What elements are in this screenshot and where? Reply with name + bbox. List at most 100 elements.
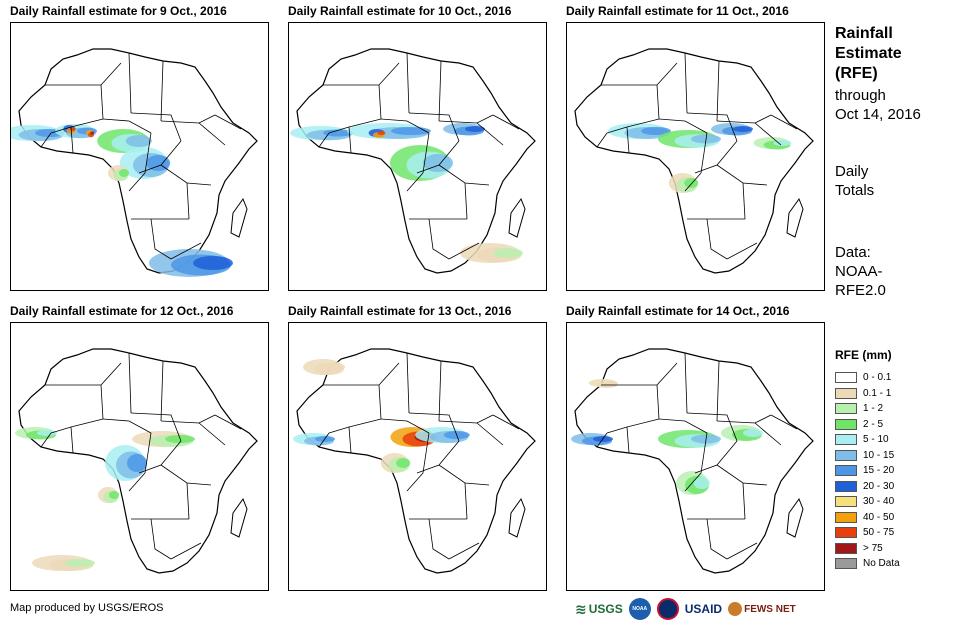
legend-item: 20 - 30 — [835, 479, 900, 495]
legend-item: 10 - 15 — [835, 448, 900, 464]
legend-label: 50 - 75 — [863, 527, 895, 539]
country-border — [700, 432, 708, 474]
sidebar-through-line: through — [835, 87, 886, 104]
country-border — [438, 360, 442, 422]
rainfall-patch — [743, 429, 763, 437]
africa-map — [15, 348, 258, 574]
map-frame — [288, 22, 547, 291]
madagascar-outline — [786, 497, 804, 538]
rainfall-patch — [604, 381, 619, 385]
country-border — [686, 412, 738, 442]
rainfall-patch — [465, 126, 485, 132]
country-border — [596, 432, 608, 448]
legend-label: 1 - 2 — [863, 403, 884, 415]
country-border — [406, 352, 410, 414]
legend-label: No Data — [863, 558, 900, 570]
country-border — [198, 422, 226, 446]
legend-swatch — [835, 527, 857, 539]
usaid-logo: USAID — [685, 602, 722, 616]
map-frame — [566, 322, 825, 591]
rainfall-patch — [773, 140, 792, 146]
country-border — [448, 242, 480, 260]
country-border — [128, 352, 132, 414]
country-border — [422, 132, 430, 174]
country-border — [128, 172, 146, 192]
country-border — [40, 432, 52, 448]
usgs-logo: ≋ USGS — [575, 601, 623, 618]
country-border — [656, 62, 678, 86]
country-border — [422, 432, 430, 474]
country-border — [70, 426, 74, 454]
country-border — [102, 118, 152, 134]
country-border — [656, 362, 678, 386]
legend-label: 5 - 10 — [863, 434, 889, 446]
legend-label: 30 - 40 — [863, 496, 895, 508]
country-border — [198, 122, 226, 146]
sidebar-through-date: Oct 14, 2016 — [835, 106, 921, 123]
legend-swatch — [835, 465, 857, 477]
country-border — [214, 414, 242, 430]
rainfall-patch — [109, 491, 119, 499]
sidebar-through: through Oct 14, 2016 — [835, 86, 921, 124]
legend-item: 5 - 10 — [835, 432, 900, 448]
legend-item: 15 - 20 — [835, 463, 900, 479]
panel-title: Daily Rainfall estimate for 12 Oct., 201… — [10, 304, 234, 318]
map-frame — [10, 322, 269, 591]
rainfall-patch — [193, 256, 233, 270]
country-border — [476, 122, 504, 146]
legend-swatch — [835, 511, 857, 523]
country-border — [438, 60, 442, 122]
country-border — [726, 242, 758, 260]
country-border — [684, 352, 688, 414]
legend-label: 10 - 15 — [863, 449, 895, 461]
legend-swatch — [835, 403, 857, 415]
country-border — [464, 182, 468, 220]
sidebar-title-line: Rainfall — [835, 25, 893, 42]
country-border — [770, 414, 798, 430]
africa-map — [574, 48, 814, 274]
country-border — [408, 412, 460, 442]
map-credit: Map produced by USGS/EROS — [10, 602, 164, 614]
legend-item: 30 - 40 — [835, 494, 900, 510]
legend-swatch — [835, 372, 857, 384]
madagascar-outline — [508, 497, 526, 538]
rainfall-patch — [396, 458, 411, 468]
panel-title: Daily Rainfall estimate for 9 Oct., 2016 — [10, 4, 227, 18]
country-border — [626, 126, 630, 154]
country-border — [464, 482, 468, 520]
country-border — [150, 518, 172, 560]
fews-globe-icon — [728, 602, 743, 616]
legend-item: 50 - 75 — [835, 525, 900, 541]
country-border — [100, 362, 122, 386]
country-border — [160, 60, 164, 122]
legend-swatch — [835, 418, 857, 430]
usgs-wave-icon: ≋ — [575, 600, 587, 617]
country-border — [150, 218, 172, 260]
country-border — [406, 172, 424, 192]
rainfall-patch — [684, 178, 699, 188]
legend-item: 2 - 5 — [835, 417, 900, 433]
fews-logo-text: FEWS NET — [744, 603, 796, 615]
legend-item: 0.1 - 1 — [835, 386, 900, 402]
rainfall-patch — [493, 248, 523, 258]
country-border — [742, 182, 746, 220]
rainfall-patch — [125, 135, 152, 147]
africa-map — [290, 48, 536, 274]
country-border — [476, 422, 504, 446]
country-border — [428, 218, 450, 260]
rainfall-patch — [325, 363, 345, 371]
country-border — [186, 182, 190, 220]
country-border — [492, 114, 520, 130]
country-border — [40, 132, 52, 148]
rainfall-patch — [423, 154, 453, 172]
panel-title: Daily Rainfall estimate for 11 Oct., 201… — [566, 4, 789, 18]
sidebar-totals: Daily Totals — [835, 162, 874, 200]
country-border — [596, 132, 608, 148]
country-border — [380, 118, 430, 134]
usgs-logo-text: USGS — [588, 602, 623, 616]
legend-label: 0 - 0.1 — [863, 372, 892, 384]
legend-label: 40 - 50 — [863, 511, 895, 523]
africa-map — [293, 348, 536, 574]
country-border — [348, 426, 352, 454]
rainfall-patch — [127, 454, 147, 472]
